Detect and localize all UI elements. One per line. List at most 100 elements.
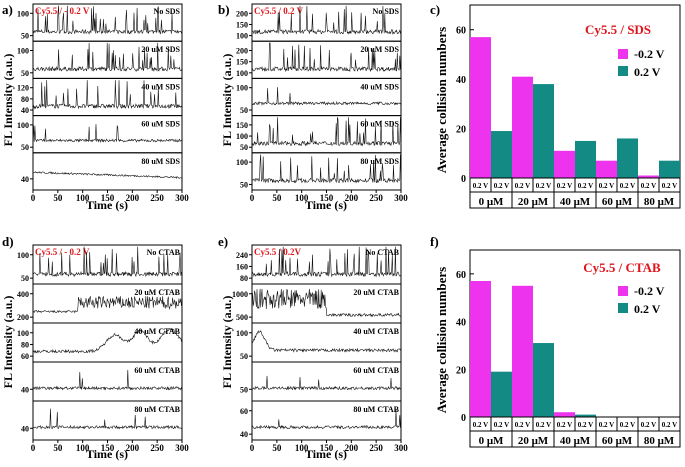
dynamic-layer: Cy5.5 / - 0.2 V No SDS 100 50 20 uM SDS 100 50… <box>17 3 681 453</box>
panel-d-ytick-label: 100 <box>17 329 29 338</box>
panel-c-bar-pos <box>575 140 596 178</box>
panel-b-xtick-label: 100 <box>295 193 309 203</box>
panel-e-ytick-label: 1000 <box>232 290 248 299</box>
panel-a-ytick-label: 100 <box>17 47 29 56</box>
panel-c-category-label: 0 μM <box>479 196 504 208</box>
panel-b-ytick-label: 100 <box>236 69 248 78</box>
panel-f-voltage-label: 0.2 V <box>473 421 488 429</box>
panel-b-ytick-label: 200 <box>236 9 248 18</box>
panel-c-category-label: 40 μM <box>560 196 591 208</box>
panel-d-trace-line <box>32 369 183 391</box>
panel-c-voltage-label: 0.2 V <box>557 182 572 190</box>
panel-a-xtick-label: 300 <box>175 193 189 203</box>
panel-b-xtick-label: 50 <box>272 193 282 203</box>
panel-d-xlabel: Time (s) <box>86 447 128 461</box>
panel-e-xtick-label: 0 <box>250 443 255 453</box>
panel-e: e) FL Intensity (a.u.) Time (s) <box>218 234 347 461</box>
panel-e-xtick-label: 250 <box>369 443 383 453</box>
panel-f-category-label: 20 μM <box>518 435 549 447</box>
panel-f-voltage-label: 0.2 V <box>599 421 614 429</box>
panel-b-ytick-label: 150 <box>236 58 248 67</box>
panel-c: c) Average collision numbers Cy5.5 / SDS… <box>430 2 665 173</box>
panel-f-bar-neg <box>512 285 533 417</box>
panel-d-trace-label: 60 uM CTAB <box>134 366 180 375</box>
panel-d-ytick-label: 200 <box>17 313 29 322</box>
panel-b-ytick-label: 100 <box>236 132 248 141</box>
panel-b-trace-line <box>251 154 402 184</box>
panel-a-ytick-label: 50 <box>21 69 29 78</box>
panel-d-xtick-label: 50 <box>53 443 63 453</box>
panel-f-bar-pos <box>575 414 596 417</box>
panel-b: b) FL Intensity (a.u.) Time (s) <box>218 2 347 212</box>
panel-f-voltage-label: 0.2 V <box>536 421 551 429</box>
panel-e-trace-line <box>251 409 402 430</box>
panel-a-ytick-label: 50 <box>21 143 29 152</box>
panel-b-ytick-label: 50 <box>240 106 248 115</box>
panel-f-voltage-label: 0.2 V <box>494 421 509 429</box>
panel-e-trace-line <box>251 246 402 278</box>
panel-b-trace-line <box>251 5 402 35</box>
panel-e-ytick-label: 500 <box>236 313 248 322</box>
panel-e-ytick-label: 240 <box>236 251 248 260</box>
panel-b-xtick-label: 150 <box>320 193 334 203</box>
panel-c-bar-neg <box>554 150 575 178</box>
panel-a-trace-label: 20 uM SDS <box>141 45 180 54</box>
panel-a-trace-label: 60 uM SDS <box>141 120 180 129</box>
panel-d-trace-label: 40 uM CTAB <box>134 327 180 336</box>
panel-e-trace-label: No CTAB <box>366 248 400 257</box>
panel-c-legend-neg: -0.2 V <box>634 47 665 61</box>
panel-f-voltage-label: 0.2 V <box>641 421 656 429</box>
panel-f-category-label: 0 μM <box>479 435 504 447</box>
panel-c-category-label: 20 μM <box>518 196 549 208</box>
panel-d-xtick-label: 0 <box>31 443 36 453</box>
panel-e-ytick-label: 80 <box>240 274 248 283</box>
panel-e-ylabel: FL Intensity (a.u.) <box>220 296 234 389</box>
panel-c-voltage-label: 0.2 V <box>536 182 551 190</box>
panel-c-bar-neg <box>470 37 491 178</box>
panel-d-xtick-label: 300 <box>175 443 189 453</box>
panel-e-trace-label: 80 uM CTAB <box>353 405 399 414</box>
panel-a-ytick-label: 40 <box>21 175 29 184</box>
panel-e-xtick-label: 150 <box>320 443 334 453</box>
panel-c-bar-pos <box>491 131 512 178</box>
panel-d-ytick-label: 80 <box>21 340 29 349</box>
panel-f-category-label: 60 μM <box>602 435 633 447</box>
panel-c-legend-pos-swatch <box>618 66 628 76</box>
panel-b-ytick-label: 100 <box>236 158 248 167</box>
panel-f-voltage-label: 0.2 V <box>557 421 572 429</box>
panel-c-title: Cy5.5 / SDS <box>585 22 651 37</box>
panel-a-trace-label: 80 uM SDS <box>141 157 180 166</box>
panel-c-ytick-label: 0 <box>461 174 466 185</box>
panel-d-trace-line <box>33 246 183 278</box>
panel-b-trace-label: 20 uM SDS <box>360 45 399 54</box>
panel-f-bar-neg <box>554 412 575 417</box>
panel-c-bar-pos <box>617 138 638 178</box>
panel-d-trace-line <box>32 328 183 354</box>
panel-a-xtick-label: 50 <box>53 193 63 203</box>
panel-f-letter: f) <box>430 234 439 249</box>
panel-a-xtick-label: 200 <box>126 193 140 203</box>
panel-e-ytick-label: 60 <box>240 407 248 416</box>
panel-c-voltage-label: 0.2 V <box>599 182 614 190</box>
panel-c-bar-neg <box>596 160 617 178</box>
panel-d-ytick-label: 60 <box>21 352 29 361</box>
panel-c-legend-neg-swatch <box>618 49 628 59</box>
panel-a-letter: a) <box>2 2 13 17</box>
panel-f-title: Cy5.5 / CTAB <box>583 260 661 275</box>
panel-d-trace-label: No CTAB <box>147 248 181 257</box>
panel-b-trace-line <box>251 42 402 73</box>
panel-b-ytick-label: 100 <box>236 32 248 41</box>
panel-b-ytick-label: 150 <box>236 20 248 29</box>
panel-b-xtick-label: 300 <box>394 193 408 203</box>
panel-b-ytick-label: 50 <box>240 143 248 152</box>
panel-e-xlabel: Time (s) <box>305 447 347 461</box>
panel-a-xtick-label: 0 <box>31 193 36 203</box>
panel-c-voltage-label: 0.2 V <box>578 182 593 190</box>
panel-e-xtick-label: 300 <box>394 443 408 453</box>
panel-f-ytick-label: 60 <box>456 270 466 281</box>
panel-f: f) Average collision numbers Cy5.5 / CTA… <box>430 234 665 413</box>
panel-b-ytick-label: 50 <box>240 180 248 189</box>
panel-f-category-cell <box>637 430 681 448</box>
panel-f-ytick-label: 0 <box>461 413 466 424</box>
